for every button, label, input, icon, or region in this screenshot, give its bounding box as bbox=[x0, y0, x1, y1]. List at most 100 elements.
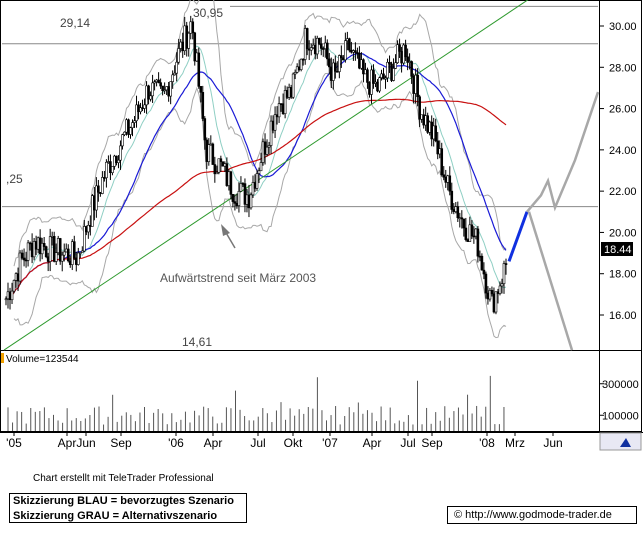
price-bar-body bbox=[323, 42, 327, 49]
price-bar-body bbox=[72, 241, 76, 259]
price-bar-body bbox=[93, 195, 96, 211]
source-link[interactable]: © http://www.godmode-trader.de bbox=[447, 506, 637, 524]
price-bar-body bbox=[285, 90, 289, 98]
price-bar-body bbox=[338, 55, 341, 72]
price-bar-body bbox=[269, 120, 273, 146]
price-bar-body bbox=[159, 82, 162, 87]
date-axis-label: Mrz bbox=[505, 436, 525, 450]
date-axis-label: Jun bbox=[543, 436, 562, 450]
price-bar-body bbox=[205, 139, 209, 162]
price-bar-body bbox=[197, 52, 201, 87]
price-axis-label: 30.00 bbox=[609, 21, 637, 33]
price-bar-body bbox=[394, 62, 397, 69]
price-bar-body bbox=[265, 146, 269, 155]
price-bar-body bbox=[454, 206, 458, 212]
price-bar-body bbox=[309, 47, 313, 51]
trend-annotation: Aufwärtstrend seit März 2003 bbox=[160, 271, 316, 285]
price-bar-body bbox=[406, 56, 409, 63]
price-bar-body bbox=[103, 177, 106, 179]
price-bar-body bbox=[217, 158, 221, 173]
price-bar-body bbox=[432, 125, 436, 140]
price-bar-body bbox=[127, 119, 130, 135]
price-bar-body bbox=[153, 81, 156, 84]
volume-axis-label: 100000 bbox=[602, 410, 639, 422]
source-url[interactable]: http://www.godmode-trader.de bbox=[465, 509, 612, 521]
price-bar-body bbox=[14, 273, 18, 281]
price-bar-body bbox=[245, 194, 249, 205]
price-bar-body bbox=[496, 291, 500, 294]
price-bar-body bbox=[468, 224, 472, 242]
price-bar-body bbox=[99, 191, 102, 194]
price-bar-body bbox=[209, 143, 213, 146]
price-bar-body bbox=[317, 37, 321, 45]
price-bar-body bbox=[149, 95, 152, 100]
price-bar-body bbox=[50, 236, 54, 238]
price-bar-body bbox=[482, 269, 486, 275]
level-label-30-95: 30,95 bbox=[193, 6, 223, 20]
price-bar-body bbox=[193, 32, 197, 62]
price-bar-body bbox=[179, 41, 182, 49]
price-bar-body bbox=[60, 254, 64, 262]
price-bar-body bbox=[392, 68, 395, 81]
price-bar-body bbox=[18, 252, 22, 282]
price-bar-body bbox=[155, 79, 158, 83]
price-bar-body bbox=[342, 57, 345, 61]
scroll-arrow-icon[interactable] bbox=[620, 438, 631, 447]
price-bar-body bbox=[66, 248, 70, 262]
date-axis-label: Apr bbox=[204, 436, 223, 450]
price-bar-body bbox=[56, 238, 60, 253]
volume-panel-frame bbox=[0, 350, 642, 432]
date-axis-label: '06 bbox=[168, 436, 184, 450]
price-bar-body bbox=[283, 90, 287, 115]
price-bar-body bbox=[247, 194, 251, 209]
price-bar-body bbox=[344, 40, 347, 61]
level-label-29-14: 29,14 bbox=[60, 16, 90, 30]
price-bar-body bbox=[275, 114, 279, 118]
price-bar-body bbox=[169, 81, 172, 97]
price-bar-body bbox=[500, 283, 504, 287]
price-bar-body bbox=[452, 209, 456, 212]
price-bar-body bbox=[279, 103, 283, 105]
price-bar-body bbox=[133, 120, 136, 123]
price-bar-body bbox=[34, 241, 38, 250]
price-bar-body bbox=[181, 41, 185, 52]
price-bar-body bbox=[137, 104, 140, 113]
price-bar-body bbox=[131, 122, 134, 129]
price-bar-body bbox=[293, 72, 297, 75]
price-bar-body bbox=[330, 66, 333, 81]
price-bar-body bbox=[422, 114, 425, 126]
scroll-corner[interactable] bbox=[599, 432, 642, 451]
price-bar-body bbox=[420, 114, 423, 120]
price-bar-body bbox=[295, 66, 299, 73]
price-bar-body bbox=[8, 291, 12, 301]
chart-credit: Chart erstellt mit TeleTrader Profession… bbox=[33, 473, 214, 484]
price-bar-body bbox=[199, 86, 203, 93]
price-bar-body bbox=[362, 59, 365, 75]
date-axis-label: Apr bbox=[363, 436, 382, 450]
price-bar-body bbox=[58, 238, 62, 262]
date-axis-label: Jul bbox=[400, 436, 415, 450]
price-bar-body bbox=[398, 44, 401, 52]
last-price-box bbox=[601, 242, 633, 256]
price-bar-body bbox=[462, 218, 466, 229]
scenario-legend: Skizzierung BLAU = bevorzugtes Szenario … bbox=[9, 493, 247, 523]
price-bar-body bbox=[229, 171, 233, 195]
price-bar-body bbox=[46, 256, 50, 262]
price-bar-body bbox=[215, 172, 219, 175]
price-bar-body bbox=[448, 175, 452, 192]
price-axis-label: 20.00 bbox=[609, 227, 637, 239]
price-bar-body bbox=[410, 61, 413, 77]
price-bar-body bbox=[332, 62, 335, 81]
ma-medium-line bbox=[13, 53, 507, 293]
price-bar-body bbox=[28, 242, 32, 245]
price-bar-body bbox=[113, 155, 116, 167]
price-bar-body bbox=[32, 241, 36, 258]
price-bar-body bbox=[464, 227, 468, 240]
price-bar-body bbox=[225, 163, 229, 186]
price-bar-body bbox=[287, 87, 291, 98]
price-bar-body bbox=[145, 85, 148, 106]
price-bar-body bbox=[201, 92, 205, 119]
price-bar-body bbox=[486, 292, 490, 300]
date-axis-label: Jul bbox=[250, 436, 265, 450]
price-bar-body bbox=[446, 175, 450, 183]
